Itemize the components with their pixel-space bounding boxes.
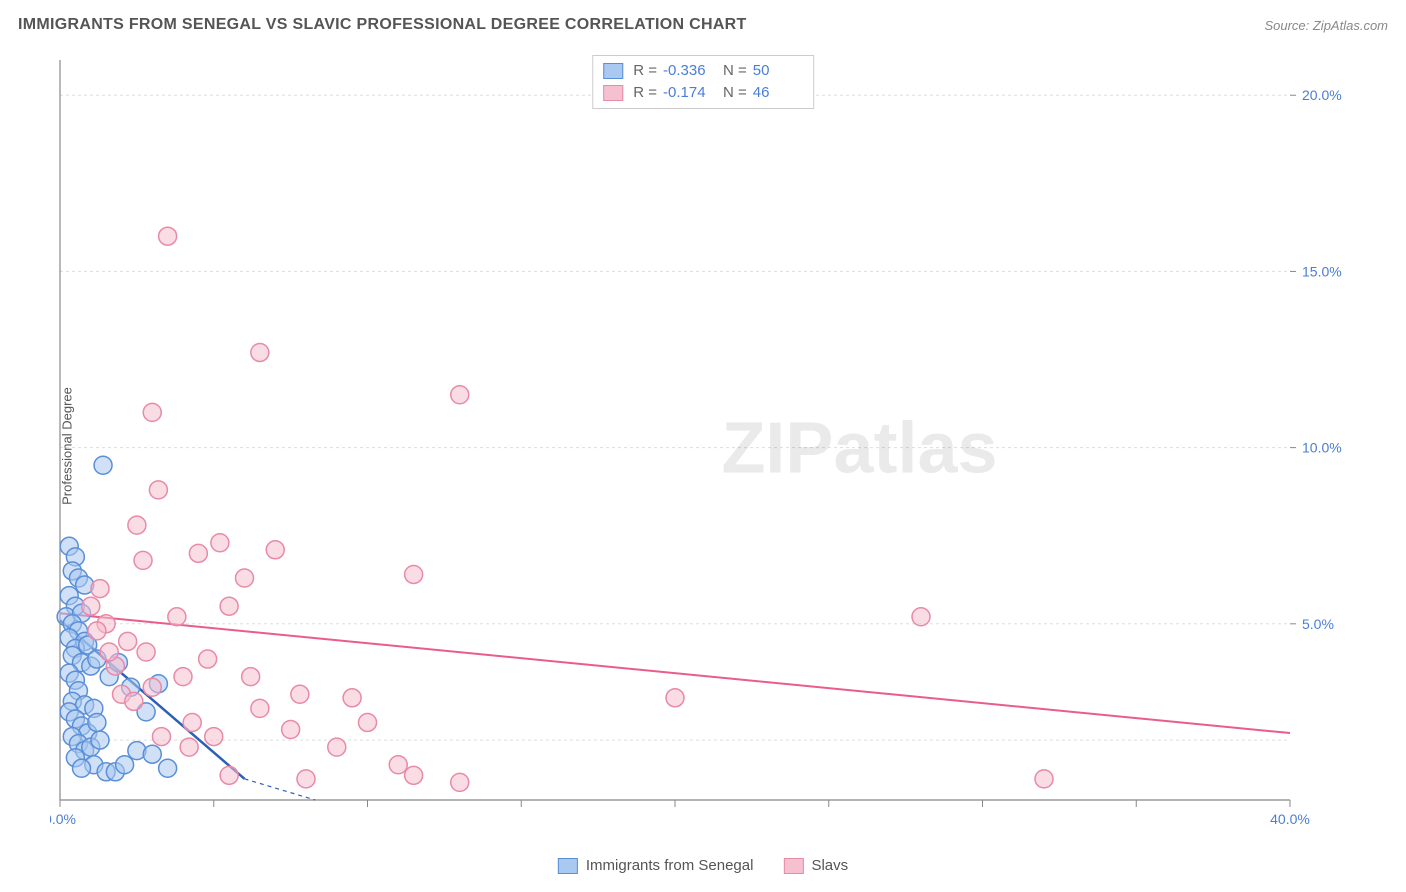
legend-item-senegal: Immigrants from Senegal [558,857,754,874]
svg-text:10.0%: 10.0% [1302,440,1342,456]
swatch-slavs-icon [783,858,803,874]
svg-text:5.0%: 5.0% [1302,616,1334,632]
plot-area: ZIPatlas 0.0% 40.0% 5.0% 10.0% 15.0% 20.0% [50,50,1350,840]
legend-item-slavs: Slavs [783,857,848,874]
swatch-senegal [603,63,623,79]
chart-header: IMMIGRANTS FROM SENEGAL VS SLAVIC PROFES… [0,0,1406,40]
scatter-chart: ZIPatlas 0.0% 40.0% 5.0% 10.0% 15.0% 20.0% [50,50,1350,840]
chart-title: IMMIGRANTS FROM SENEGAL VS SLAVIC PROFES… [18,16,747,34]
legend-row-slavs: R = -0.174 N = 46 [603,82,803,104]
svg-text:20.0%: 20.0% [1302,87,1342,103]
series-legend: Immigrants from Senegal Slavs [558,857,848,874]
svg-text:40.0%: 40.0% [1270,811,1310,827]
correlation-legend: R = -0.336 N = 50 R = -0.174 N = 46 [592,55,814,109]
chart-source: Source: ZipAtlas.com [1264,18,1388,33]
svg-text:15.0%: 15.0% [1302,263,1342,279]
swatch-slavs [603,85,623,101]
swatch-senegal-icon [558,858,578,874]
svg-text:0.0%: 0.0% [50,811,76,827]
legend-row-senegal: R = -0.336 N = 50 [603,60,803,82]
svg-text:ZIPatlas: ZIPatlas [721,409,997,489]
